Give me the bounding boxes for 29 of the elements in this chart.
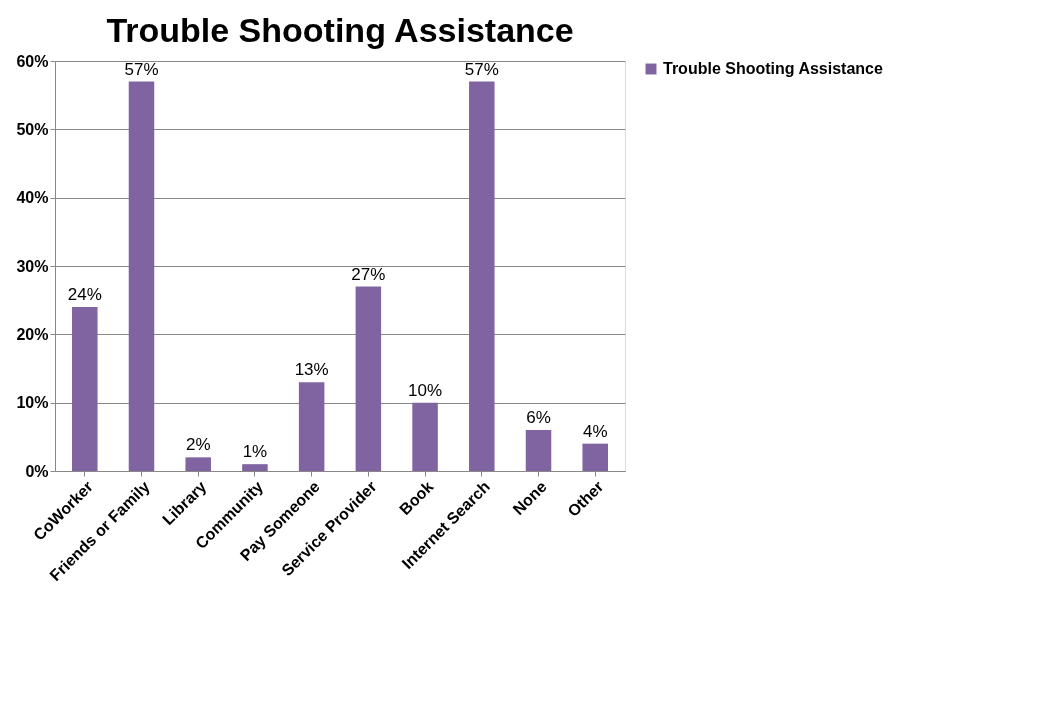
bar xyxy=(525,430,552,471)
bar xyxy=(582,443,608,471)
bar xyxy=(72,307,98,471)
data-label: 2% xyxy=(185,435,211,455)
bar xyxy=(412,402,438,471)
bar xyxy=(242,464,268,471)
bar xyxy=(128,81,155,471)
y-tick-label: 30% xyxy=(16,257,49,275)
legend-label: Trouble Shooting Assistance xyxy=(663,60,883,77)
y-tick-label: 0% xyxy=(25,462,49,480)
data-label: 27% xyxy=(351,264,386,284)
chart-title: Trouble Shooting Assistance xyxy=(106,11,574,49)
data-label: 10% xyxy=(408,380,443,400)
data-label: 6% xyxy=(526,408,551,427)
bar xyxy=(469,81,495,471)
data-label: 24% xyxy=(67,285,102,304)
data-label: 57% xyxy=(124,59,159,79)
y-tick-label: 50% xyxy=(16,120,49,138)
data-label: 13% xyxy=(294,360,329,380)
bar xyxy=(185,457,211,471)
bar xyxy=(355,286,382,471)
y-tick-label: 60% xyxy=(16,52,49,70)
y-tick-label: 10% xyxy=(16,394,49,412)
y-tick-label: 20% xyxy=(16,325,49,343)
y-tick-label: 40% xyxy=(16,189,49,207)
bar xyxy=(298,382,325,471)
data-label: 1% xyxy=(242,442,268,462)
data-label: 4% xyxy=(582,421,608,441)
data-label: 57% xyxy=(464,59,499,79)
